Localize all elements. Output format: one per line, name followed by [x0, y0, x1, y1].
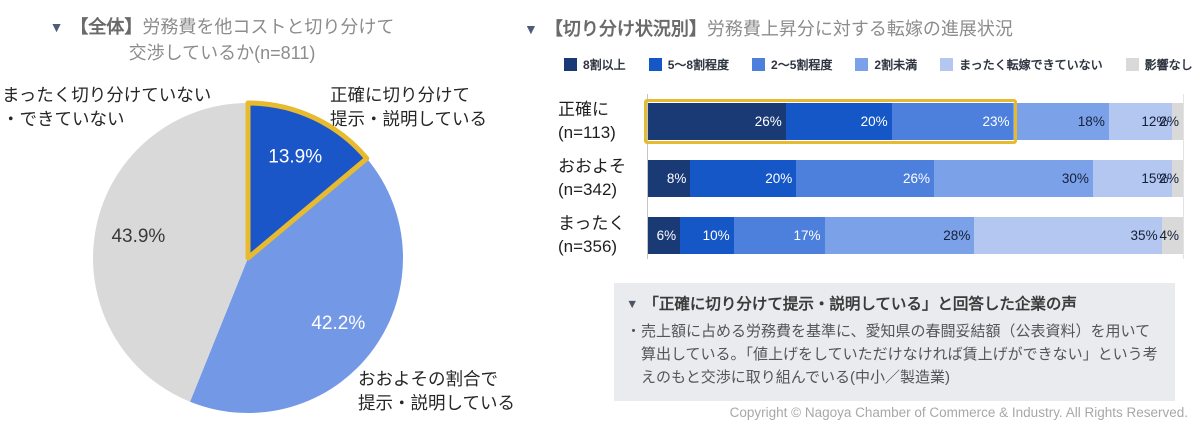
pie-chart: 13.9% 42.2% 43.9%	[93, 100, 403, 413]
legend-label: 2〜5割程度	[771, 58, 833, 72]
legend-item: まったく転嫁できていない	[940, 56, 1103, 73]
bar-row-label: 正確に (n=113)	[558, 100, 616, 142]
legend-item: 2割未満	[855, 56, 917, 73]
voice-box-header: ▼ 「正確に切り分けて提示・説明している」と回答した企業の声	[626, 294, 1161, 316]
triangle-marker-icon: ▼	[626, 297, 639, 311]
bar-segment-value: 20%	[765, 171, 793, 186]
bar-segment-value: 28%	[943, 228, 971, 243]
bar-row-label: おおよそ (n=342)	[558, 157, 626, 199]
bar-title-bold: 【切り分け状況別】	[544, 19, 707, 39]
pie-slice-value: 42.2%	[311, 313, 365, 334]
bar-plot-right-border	[1183, 94, 1184, 259]
bar-segment: 18%	[1013, 103, 1109, 140]
legend-label: 2割未満	[874, 58, 918, 72]
legend-label: 影響なし	[1144, 58, 1193, 72]
bar-segment: 15%	[1092, 160, 1173, 197]
legend-swatch-icon	[564, 58, 577, 71]
bar-row: 8% 20% 26% 30% 15% 2%	[648, 160, 1183, 197]
legend-swatch-icon	[648, 58, 662, 71]
bar-segment: 12%	[1108, 103, 1173, 140]
legend-item: 影響なし	[1125, 56, 1193, 73]
pie-title-line2: 交渉しているか(n=811)	[128, 43, 316, 63]
pie-label-exact: 正確に切り分けて 提示・説明している	[330, 85, 487, 129]
bar-segment-value: 35%	[1130, 228, 1158, 243]
legend-swatch-icon	[855, 58, 869, 71]
legend-swatch-icon	[752, 58, 766, 71]
legend-item: 2〜5割程度	[752, 56, 832, 73]
bar-segment-value: 17%	[793, 228, 821, 243]
bar-section-title: ▼ 【切り分け状況別】労務費上昇分に対する転嫁の進展状況	[524, 16, 1013, 42]
bar-segment: 2%	[1159, 103, 1183, 140]
pie-section-title: ▼ 【全体】労務費を他コストと切り分けて 交渉しているか(n=811)	[22, 14, 422, 66]
bar-segment: 10%	[680, 217, 734, 254]
bar-segment: 2%	[1159, 160, 1183, 197]
legend-item: 8割以上	[564, 56, 626, 73]
bar-segment-value: 18%	[1077, 114, 1105, 129]
copyright-text: Copyright © Nagoya Chamber of Commerce &…	[729, 405, 1188, 420]
bar-axis-line	[647, 94, 648, 259]
bar-row: 6% 10% 17% 28% 35% 4%	[648, 217, 1183, 254]
bar-segment-value: 4%	[1159, 228, 1179, 243]
triangle-marker-icon: ▼	[49, 19, 64, 35]
triangle-marker-icon: ▼	[524, 21, 538, 37]
bar-chart: 26% 20% 23% 18% 12% 2% 8% 20% 26% 30% 15% 2% 6% 10% 17…	[644, 99, 1183, 254]
bar-segment-value: 12%	[1141, 114, 1169, 129]
pie-slice-value: 43.9%	[111, 226, 165, 247]
bar-segment-value: 6%	[656, 228, 677, 243]
pie-title-rest: 労務費を他コストと切り分けて	[142, 17, 395, 37]
bar-row-label: まったく (n=356)	[558, 214, 626, 256]
bar-segment-value: 30%	[1061, 171, 1089, 186]
bar-segment-value: 20%	[860, 114, 888, 129]
bar-segment: 6%	[648, 217, 681, 254]
bar-segment-value: 2%	[1159, 171, 1179, 186]
bar-segment-value: 26%	[754, 114, 782, 129]
bar-segment-value: 26%	[903, 171, 931, 186]
legend: 8割以上 5〜8割程度 2〜5割程度 2割未満 まったく転嫁できていない 影響なし	[564, 56, 1193, 73]
pie-label-approx: おおよその割合で 提示・説明している	[358, 369, 515, 413]
bar-row: 26% 20% 23% 18% 12% 2%	[644, 99, 1183, 144]
bar-segment: 30%	[934, 160, 1093, 197]
bar-segment: 4%	[1159, 217, 1183, 254]
pie-title-bold: 【全体】	[70, 17, 143, 37]
pie-label-none: まったく切り分けていない ・できていない	[2, 85, 212, 129]
bar-segment: 28%	[824, 217, 975, 254]
legend-item: 5〜8割程度	[648, 56, 730, 73]
bar-segment-value: 8%	[666, 171, 687, 186]
bar-segment-value: 15%	[1141, 171, 1169, 186]
bar-segment: 26%	[648, 103, 786, 140]
legend-label: 8割以上	[583, 58, 626, 72]
bar-segment-value: 23%	[982, 114, 1010, 129]
legend-swatch-icon	[940, 58, 954, 71]
bar-segment: 20%	[690, 160, 797, 197]
voice-box: ▼ 「正確に切り分けて提示・説明している」と回答した企業の声 ・売上額に占める労務…	[614, 283, 1175, 402]
bar-segment: 17%	[733, 217, 825, 254]
pie-slice	[245, 100, 370, 261]
pie-slice	[93, 103, 248, 402]
bar-segment: 35%	[974, 217, 1162, 254]
voice-box-header-text: 「正確に切り分けて提示・説明している」と回答した企業の声	[643, 296, 1077, 313]
bar-segment-value: 2%	[1159, 114, 1179, 129]
pie-slice	[190, 158, 403, 413]
bar-segment: 8%	[648, 160, 691, 197]
bar-title-rest: 労務費上昇分に対する転嫁の進展状況	[706, 19, 1013, 39]
bar-segment: 23%	[891, 103, 1014, 140]
bar-row-labels: 正確に (n=113) おおよそ (n=342) まったく (n=356)	[558, 100, 626, 256]
legend-label: まったく転嫁できていない	[959, 58, 1103, 72]
legend-label: 5〜8割程度	[667, 58, 730, 72]
bar-segment-value: 10%	[702, 228, 730, 243]
legend-swatch-icon	[1125, 58, 1139, 71]
bar-segment: 20%	[785, 103, 892, 140]
voice-box-body: ・売上額に占める労務費を基準に、愛知県の春闘妥結額（公表資料）を用いて算出してい…	[626, 322, 1158, 387]
bar-segment: 26%	[796, 160, 935, 197]
pie-slice-value: 13.9%	[268, 146, 322, 167]
